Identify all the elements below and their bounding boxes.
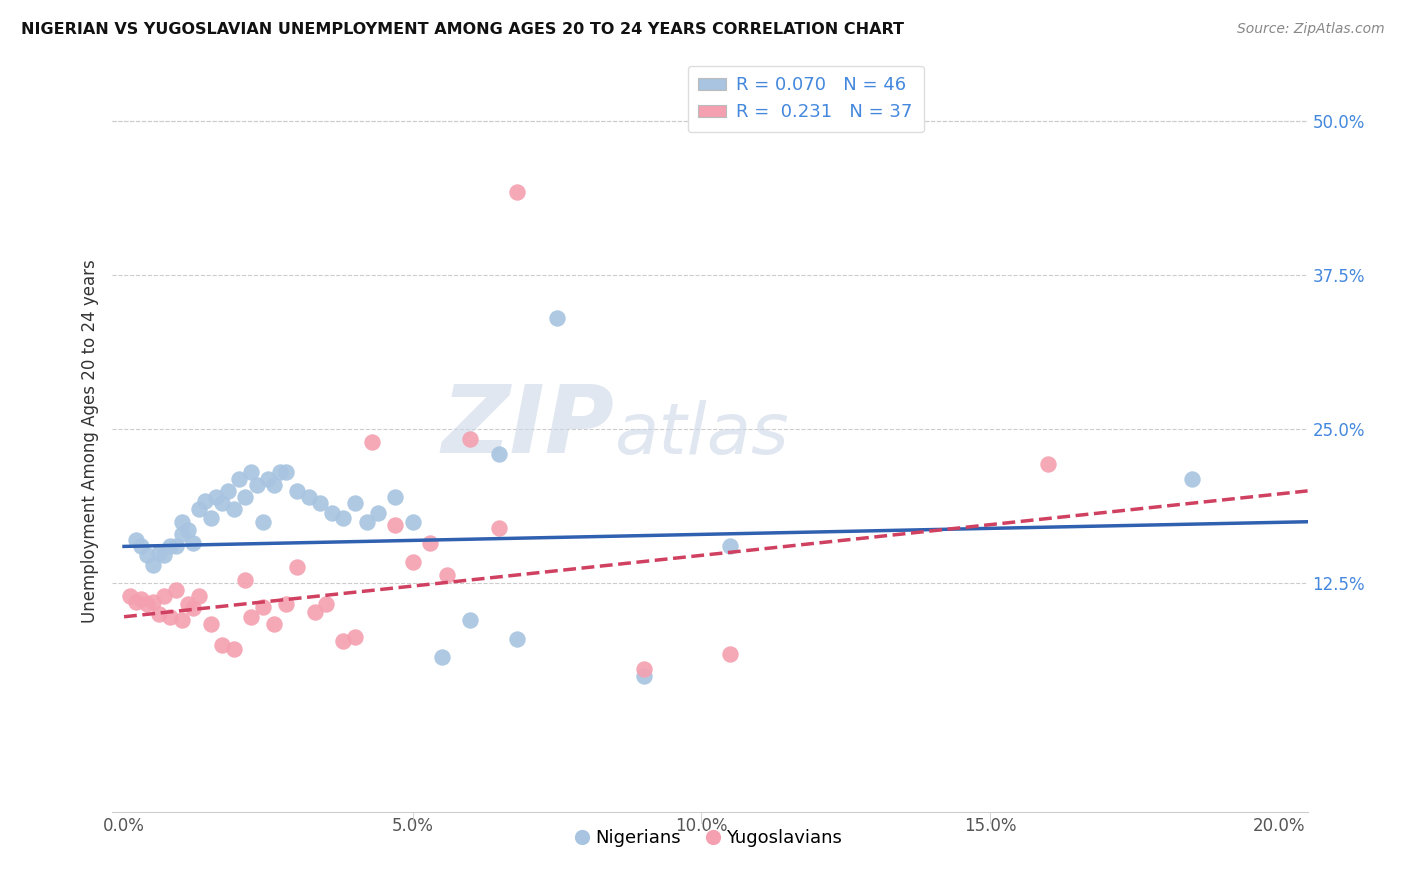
Text: NIGERIAN VS YUGOSLAVIAN UNEMPLOYMENT AMONG AGES 20 TO 24 YEARS CORRELATION CHART: NIGERIAN VS YUGOSLAVIAN UNEMPLOYMENT AMO… bbox=[21, 22, 904, 37]
Point bbox=[233, 573, 256, 587]
Point bbox=[148, 607, 170, 622]
Point bbox=[194, 493, 217, 508]
Point bbox=[257, 472, 280, 486]
Point bbox=[1036, 457, 1059, 471]
Point bbox=[159, 609, 181, 624]
Point bbox=[263, 477, 285, 491]
Point bbox=[460, 432, 482, 446]
Point bbox=[488, 521, 510, 535]
Point bbox=[1181, 472, 1204, 486]
Legend: Nigerians, Yugoslavians: Nigerians, Yugoslavians bbox=[571, 822, 849, 855]
Point bbox=[222, 641, 245, 656]
Point bbox=[436, 567, 458, 582]
Point bbox=[419, 535, 441, 549]
Point bbox=[269, 466, 291, 480]
Point bbox=[165, 540, 187, 554]
Point bbox=[240, 466, 263, 480]
Point bbox=[488, 447, 510, 461]
Point bbox=[718, 540, 741, 554]
Point bbox=[367, 506, 389, 520]
Point bbox=[153, 548, 176, 562]
Point bbox=[200, 511, 222, 525]
Y-axis label: Unemployment Among Ages 20 to 24 years: Unemployment Among Ages 20 to 24 years bbox=[80, 260, 98, 624]
Point bbox=[633, 669, 655, 683]
Point bbox=[240, 609, 263, 624]
Point bbox=[233, 490, 256, 504]
Point bbox=[228, 472, 250, 486]
Point bbox=[361, 434, 384, 449]
Point bbox=[402, 556, 425, 570]
Point bbox=[181, 601, 204, 615]
Point bbox=[332, 634, 354, 648]
Point bbox=[153, 589, 176, 603]
Point bbox=[136, 548, 159, 562]
Point bbox=[246, 477, 269, 491]
Point bbox=[309, 496, 332, 510]
Point bbox=[505, 186, 527, 200]
Point bbox=[188, 589, 211, 603]
Point bbox=[343, 630, 366, 644]
Point bbox=[633, 662, 655, 676]
Point bbox=[176, 598, 198, 612]
Point bbox=[205, 490, 228, 504]
Point bbox=[200, 617, 222, 632]
Text: ZIP: ZIP bbox=[441, 381, 614, 473]
Point bbox=[252, 599, 274, 614]
Point bbox=[188, 502, 211, 516]
Point bbox=[131, 540, 153, 554]
Point bbox=[176, 524, 198, 538]
Point bbox=[332, 511, 354, 525]
Point bbox=[263, 617, 285, 632]
Point bbox=[142, 558, 165, 572]
Point bbox=[170, 515, 193, 529]
Point bbox=[285, 483, 308, 498]
Point bbox=[304, 605, 326, 619]
Point bbox=[222, 502, 245, 516]
Point bbox=[148, 546, 170, 560]
Point bbox=[546, 311, 568, 326]
Point bbox=[211, 496, 233, 510]
Point bbox=[384, 518, 406, 533]
Point bbox=[718, 647, 741, 661]
Point bbox=[124, 533, 146, 548]
Point bbox=[217, 483, 239, 498]
Point bbox=[343, 496, 366, 510]
Point bbox=[170, 527, 193, 541]
Point bbox=[430, 650, 453, 665]
Point bbox=[298, 490, 321, 504]
Point bbox=[315, 598, 337, 612]
Point bbox=[252, 515, 274, 529]
Text: atlas: atlas bbox=[614, 400, 789, 468]
Point bbox=[131, 592, 153, 607]
Point bbox=[181, 535, 204, 549]
Point bbox=[124, 595, 146, 609]
Point bbox=[170, 614, 193, 628]
Point bbox=[165, 582, 187, 597]
Point bbox=[321, 506, 343, 520]
Point bbox=[274, 598, 297, 612]
Point bbox=[460, 614, 482, 628]
Point bbox=[356, 515, 378, 529]
Point bbox=[159, 540, 181, 554]
Point bbox=[505, 632, 527, 646]
Text: Source: ZipAtlas.com: Source: ZipAtlas.com bbox=[1237, 22, 1385, 37]
Point bbox=[274, 466, 297, 480]
Point bbox=[285, 560, 308, 574]
Point bbox=[118, 589, 141, 603]
Point bbox=[211, 638, 233, 652]
Point bbox=[402, 515, 425, 529]
Point bbox=[384, 490, 406, 504]
Point bbox=[136, 598, 159, 612]
Point bbox=[142, 595, 165, 609]
